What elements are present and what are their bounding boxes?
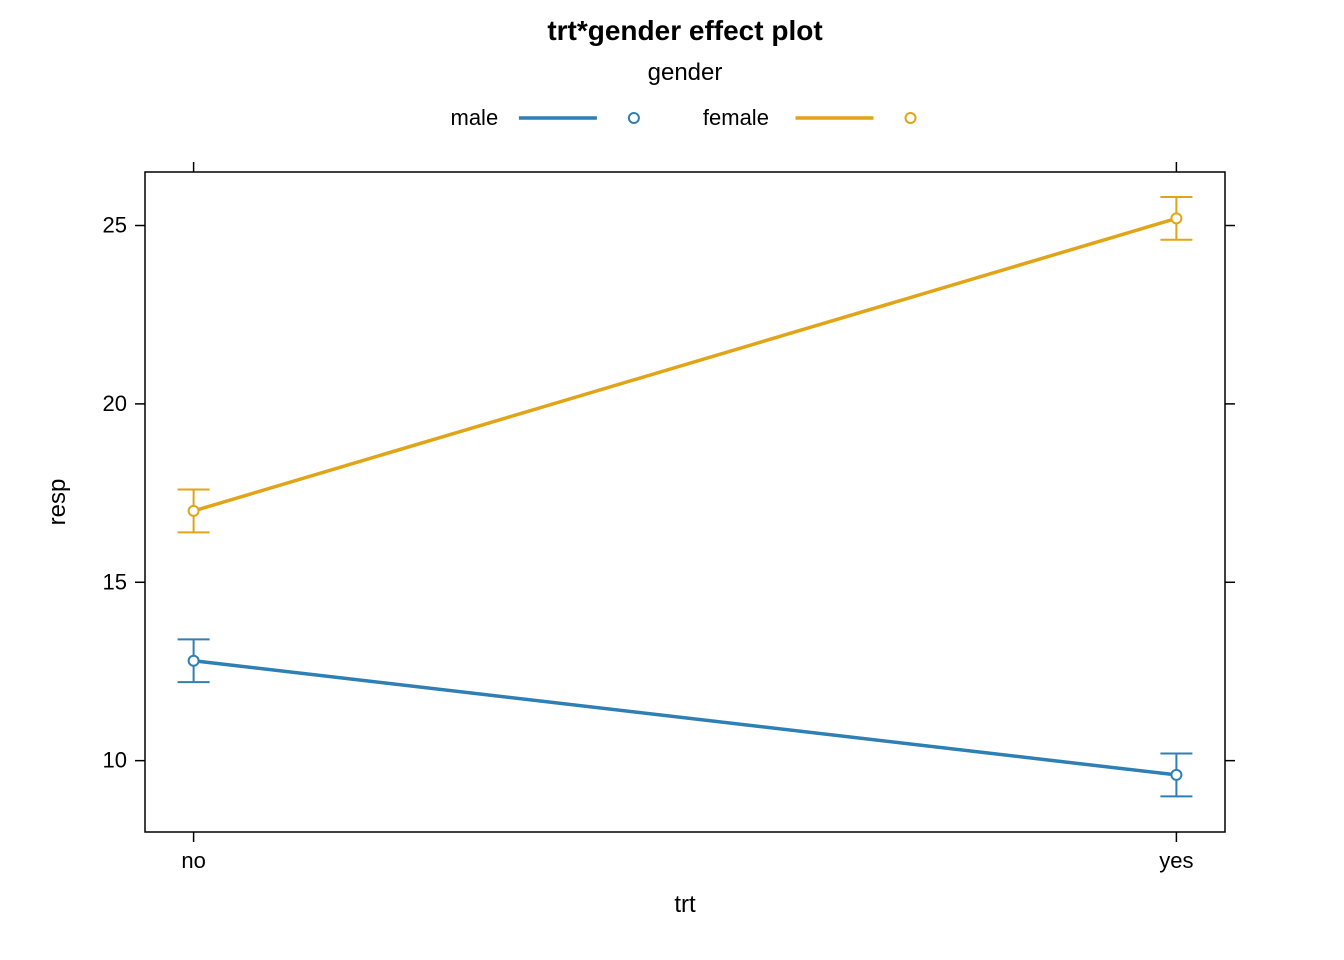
legend-marker-sample (629, 113, 639, 123)
effect-plot-svg: trt*gender effect plot gender male female 10… (0, 0, 1344, 960)
legend-marker-sample (906, 113, 916, 123)
legend-title: gender (648, 59, 723, 86)
chart-title: trt*gender effect plot (547, 15, 822, 46)
series-marker (1171, 770, 1181, 780)
x-tick-label: no (181, 848, 205, 873)
x-tick-label: yes (1159, 848, 1193, 873)
y-axis-label: resp (44, 479, 71, 526)
legend-item-label: male (451, 105, 499, 130)
plot-panel (145, 172, 1225, 832)
chart-container: trt*gender effect plot gender male female 10… (0, 0, 1344, 960)
x-axis-label: trt (674, 891, 696, 918)
y-tick-label: 10 (103, 748, 127, 773)
series-marker (189, 656, 199, 666)
y-tick-label: 15 (103, 569, 127, 594)
series-marker (1171, 213, 1181, 223)
y-tick-label: 20 (103, 391, 127, 416)
y-tick-label: 25 (103, 213, 127, 238)
series-marker (189, 506, 199, 516)
legend-item-label: female (703, 105, 769, 130)
